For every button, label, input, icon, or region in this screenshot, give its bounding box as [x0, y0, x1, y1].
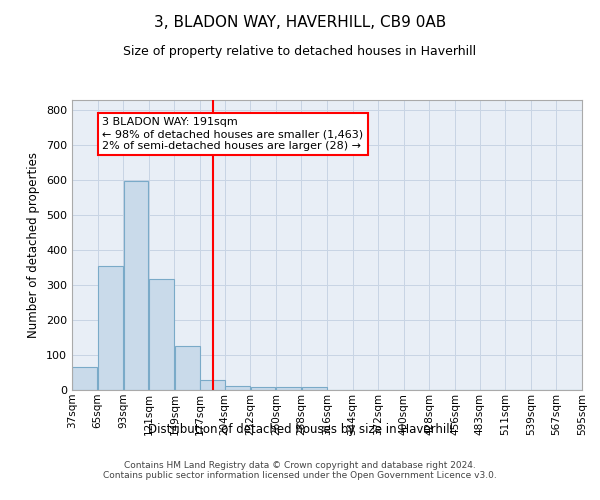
- Y-axis label: Number of detached properties: Number of detached properties: [28, 152, 40, 338]
- Bar: [251, 387, 275, 390]
- Text: Distribution of detached houses by size in Haverhill: Distribution of detached houses by size …: [148, 422, 452, 436]
- Bar: [73, 368, 97, 390]
- Bar: [98, 266, 123, 390]
- Bar: [302, 386, 326, 390]
- Text: 3 BLADON WAY: 191sqm
← 98% of detached houses are smaller (1,463)
2% of semi-det: 3 BLADON WAY: 191sqm ← 98% of detached h…: [102, 118, 363, 150]
- Bar: [200, 380, 225, 390]
- Bar: [175, 346, 199, 390]
- Text: Contains HM Land Registry data © Crown copyright and database right 2024.
Contai: Contains HM Land Registry data © Crown c…: [103, 460, 497, 480]
- Text: 3, BLADON WAY, HAVERHILL, CB9 0AB: 3, BLADON WAY, HAVERHILL, CB9 0AB: [154, 15, 446, 30]
- Bar: [124, 182, 148, 390]
- Bar: [225, 386, 250, 390]
- Bar: [276, 386, 301, 390]
- Text: Size of property relative to detached houses in Haverhill: Size of property relative to detached ho…: [124, 45, 476, 58]
- Bar: [149, 279, 174, 390]
